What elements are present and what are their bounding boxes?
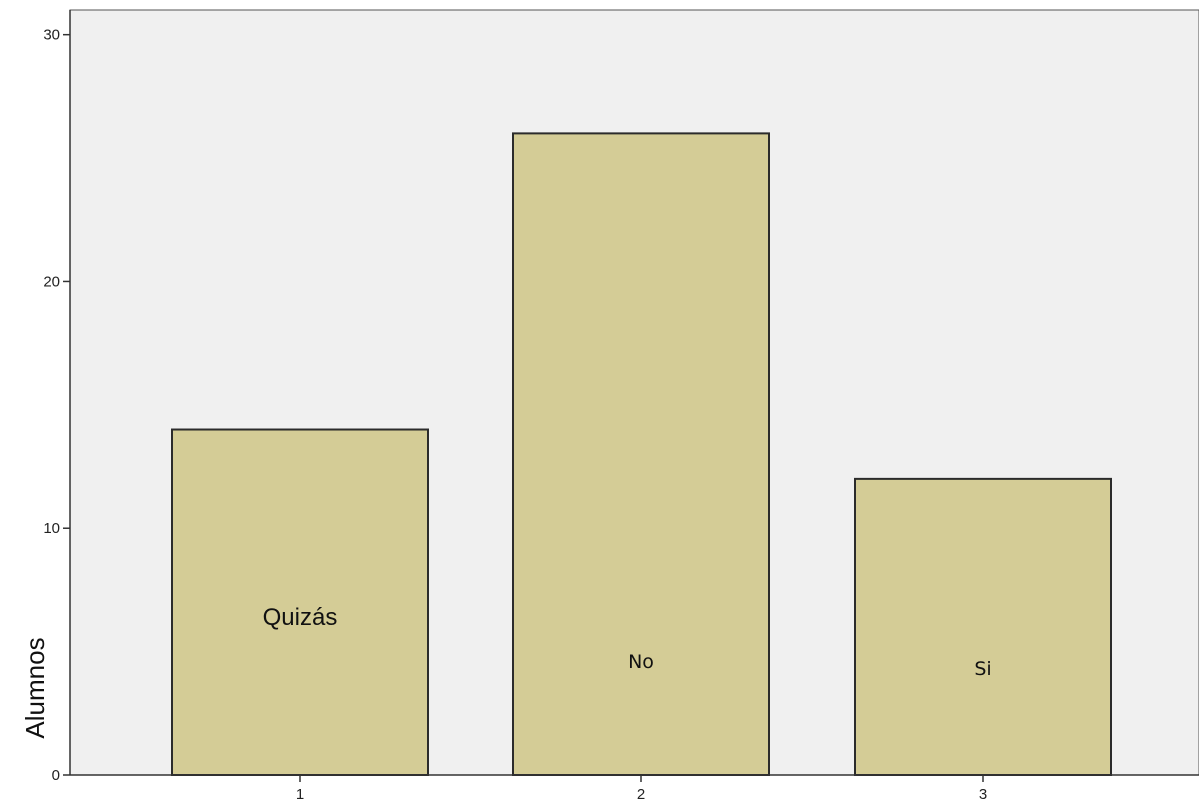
bar-category-label: No [628, 651, 654, 673]
y-tick-label: 10 [43, 520, 60, 537]
y-tick-label: 30 [43, 27, 60, 44]
y-tick-label: 20 [43, 273, 60, 290]
bar-no [512, 132, 770, 777]
y-tick-label: 0 [52, 767, 60, 784]
x-ticks-group: 1 2 3 [296, 775, 987, 803]
x-tick-label: 3 [979, 786, 987, 803]
y-ticks-group: 0 10 20 30 [43, 27, 70, 784]
bar-category-label: Quizás [263, 604, 338, 631]
bar-quizás [171, 428, 429, 776]
bar-category-label: Si [974, 658, 991, 680]
category-labels-group: Quizás No Si [263, 604, 992, 680]
x-tick-label: 2 [637, 786, 645, 803]
bar-si [854, 477, 1112, 776]
y-axis-label: Alumnos [20, 637, 50, 738]
x-tick-label: 1 [296, 786, 304, 803]
